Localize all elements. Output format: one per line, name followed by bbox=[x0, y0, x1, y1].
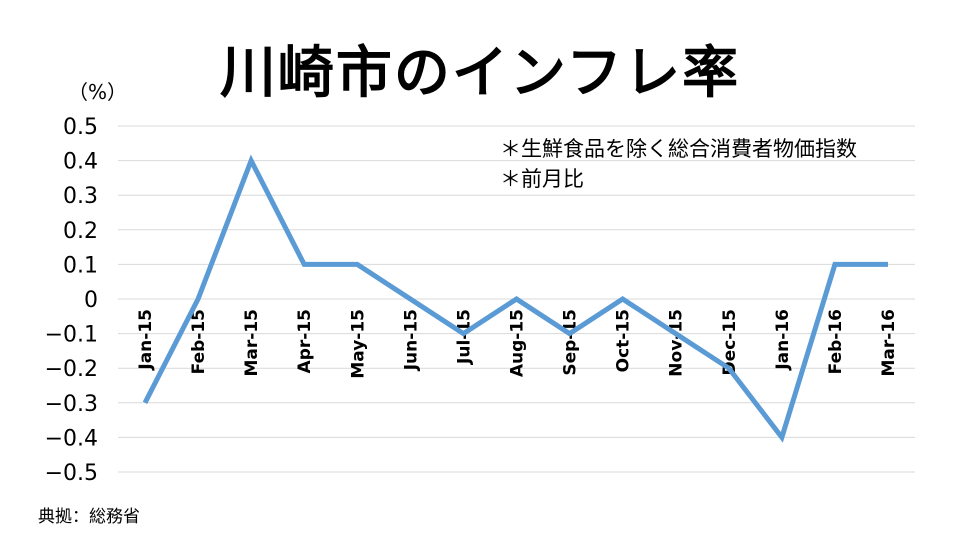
x-tick-label: Mar-15 bbox=[242, 309, 262, 377]
x-tick-label: Jan-16 bbox=[773, 309, 793, 371]
y-tick-label: −0.4 bbox=[45, 426, 98, 451]
y-tick-label: 0.5 bbox=[63, 115, 98, 140]
y-tick-label: −0.3 bbox=[45, 392, 98, 417]
x-tick-label: Jan-15 bbox=[136, 309, 156, 371]
y-axis-ticks: 0.5 0.4 0.3 0.2 0.1 0 −0.1 −0.2 −0.3 −0.4 −0.5 bbox=[45, 115, 98, 486]
x-tick-label: Nov-15 bbox=[667, 309, 687, 377]
x-tick-label: Sep-15 bbox=[561, 309, 581, 376]
x-tick-label: Aug-15 bbox=[508, 309, 528, 377]
x-tick-label: Apr-15 bbox=[295, 309, 315, 373]
series-line bbox=[142, 154, 888, 443]
grid-lines bbox=[118, 125, 915, 473]
x-tick-label: Jul-15 bbox=[454, 309, 474, 365]
x-tick-label: Oct-15 bbox=[614, 309, 634, 372]
x-tick-label: Feb-15 bbox=[189, 309, 209, 374]
annotation-text: ＊生鮮食品を除く総合消費者物価指数 bbox=[500, 137, 857, 161]
annotation-text: ＊前月比 bbox=[500, 167, 584, 191]
x-tick-label: Dec-15 bbox=[720, 309, 740, 375]
x-tick-label: Jun-15 bbox=[401, 309, 421, 371]
y-tick-label: −0.2 bbox=[45, 357, 98, 382]
y-tick-label: 0.4 bbox=[63, 150, 98, 175]
y-tick-label: 0.2 bbox=[63, 219, 98, 244]
y-tick-label: 0.3 bbox=[63, 184, 98, 209]
x-tick-label: Feb-16 bbox=[826, 309, 846, 374]
x-tick-label: May-15 bbox=[348, 309, 368, 379]
series-lines bbox=[142, 154, 888, 443]
y-axis-unit-label: （%） bbox=[68, 80, 128, 104]
y-tick-label: −0.1 bbox=[45, 323, 98, 348]
y-tick-label: 0.1 bbox=[63, 253, 98, 278]
chart-title: 川崎市のインフレ率 bbox=[219, 41, 741, 106]
y-tick-label: −0.5 bbox=[45, 461, 98, 486]
y-tick-label: 0 bbox=[84, 288, 98, 313]
source-label: 典拠：総務省 bbox=[38, 507, 140, 527]
chart-annotations: ＊生鮮食品を除く総合消費者物価指数 ＊前月比 bbox=[500, 137, 857, 191]
x-tick-label: Mar-16 bbox=[879, 309, 899, 377]
x-axis-ticks: Jan-15 Feb-15 Mar-15 Apr-15 May-15 Jun-15 Jul-… bbox=[136, 309, 899, 379]
